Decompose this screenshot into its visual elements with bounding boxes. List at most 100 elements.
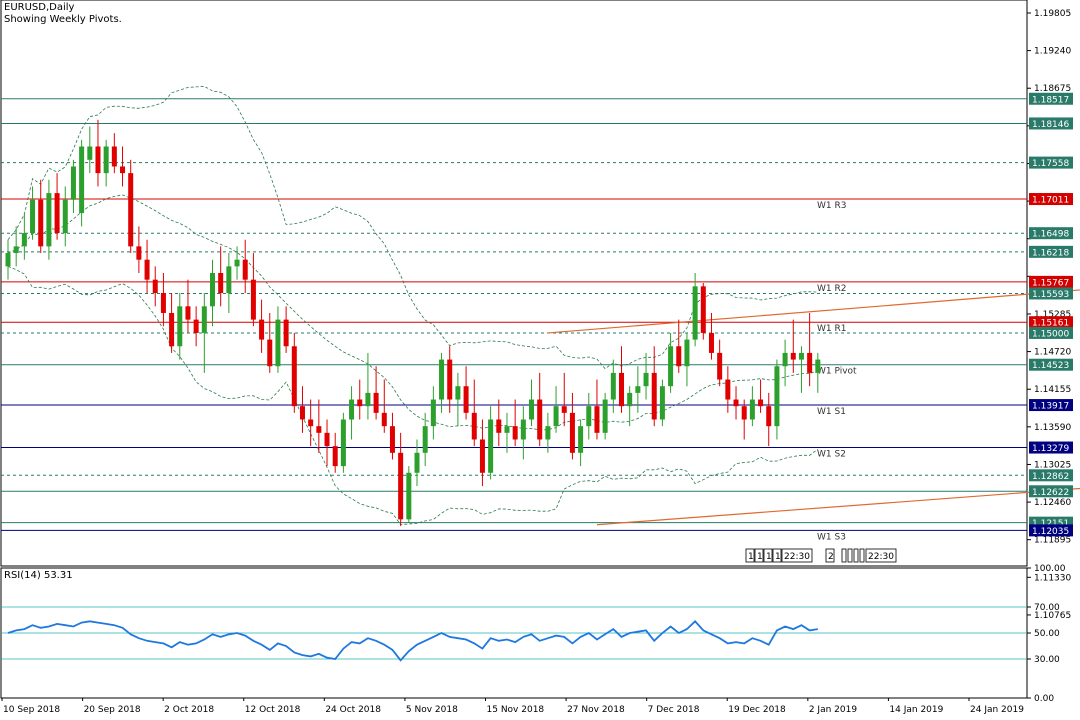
candle — [291, 332, 297, 413]
price-tag — [1029, 193, 1073, 206]
period-separator-label: 2 — [828, 552, 834, 562]
candle-body — [324, 432, 330, 447]
candle-body — [210, 273, 215, 307]
candle — [643, 352, 649, 400]
period-separator — [754, 548, 764, 563]
candle-body — [308, 419, 314, 427]
candle-body — [553, 406, 559, 427]
price-tag — [1029, 441, 1073, 454]
x-axis-label: 15 Nov 2018 — [487, 705, 545, 715]
period-separator — [781, 548, 813, 563]
candle-body — [160, 292, 166, 313]
candle — [561, 372, 567, 427]
candle — [504, 412, 510, 453]
candle-body — [545, 426, 551, 440]
candle — [62, 186, 68, 247]
candle — [578, 419, 584, 467]
price-tag-text: 1.13279 — [1032, 444, 1069, 454]
price-axis-label: 1.13590 — [1034, 423, 1071, 433]
price-tag — [1029, 485, 1073, 498]
candle — [635, 366, 641, 413]
candle-body — [602, 399, 608, 433]
candle — [798, 346, 804, 393]
candle — [676, 319, 682, 373]
price-tag-text: 1.17558 — [1032, 159, 1069, 169]
price-tag-text: 1.16218 — [1032, 248, 1069, 258]
candle — [512, 399, 518, 447]
price-tag-text: 1.15000 — [1032, 329, 1069, 339]
price-tag-text: 1.18146 — [1032, 120, 1069, 130]
candle-body — [488, 419, 494, 473]
candle — [201, 292, 207, 373]
price-tag-text: 1.12862 — [1032, 472, 1069, 482]
price-tag — [1029, 275, 1073, 288]
candle — [422, 412, 428, 467]
rsi-axis-label: 0.00 — [1034, 694, 1054, 704]
candle-body — [5, 253, 11, 267]
candle — [242, 239, 248, 293]
candle-body — [439, 359, 445, 400]
candle — [414, 439, 420, 487]
pivot-label: W1 S1 — [817, 407, 846, 417]
candle — [234, 246, 240, 280]
x-axis-label: 27 Nov 2018 — [567, 705, 625, 715]
period-separator — [859, 548, 865, 563]
candle — [463, 366, 469, 420]
candle-body — [389, 426, 395, 453]
candle — [152, 266, 158, 307]
candle — [365, 352, 371, 420]
price-axis-label: 1.18675 — [1034, 84, 1071, 94]
candle — [659, 379, 665, 427]
candle-body — [700, 286, 706, 333]
price-tag — [1029, 287, 1073, 300]
candle — [226, 253, 232, 313]
candle-body — [733, 399, 739, 407]
candle-body — [463, 386, 469, 413]
candle-body — [38, 199, 44, 247]
x-axis-label: 5 Nov 2018 — [406, 705, 458, 715]
price-tag-text: 1.18517 — [1032, 95, 1069, 105]
price-panel-frame — [0, 0, 1028, 567]
candle-body — [447, 359, 453, 400]
candle-body — [692, 286, 698, 340]
candle-body — [717, 352, 723, 380]
candle — [398, 432, 404, 527]
candle — [758, 379, 764, 413]
candle — [340, 412, 346, 473]
candle — [316, 399, 322, 453]
candle — [807, 312, 813, 387]
candle — [128, 159, 134, 254]
candle-body — [316, 426, 322, 433]
candle — [70, 159, 76, 214]
price-axis-label: 1.19240 — [1034, 47, 1071, 57]
candle-body — [610, 372, 616, 400]
price-axis-label: 1.14720 — [1034, 348, 1071, 358]
price-tag-text: 1.15161 — [1032, 319, 1069, 329]
price-axis-label: 1.12460 — [1034, 498, 1071, 508]
price-tag-text: 1.12035 — [1032, 527, 1069, 537]
price-tag-text: 1.13917 — [1032, 402, 1069, 412]
candle-body — [635, 386, 641, 393]
candle — [708, 312, 714, 360]
period-separator-label: 22:30 — [868, 552, 894, 562]
candle — [332, 432, 338, 473]
candle-body — [373, 392, 379, 413]
period-separator — [853, 548, 859, 563]
candle-body — [479, 439, 485, 473]
price-tag-text: 1.14523 — [1032, 361, 1069, 371]
candle-body — [741, 406, 747, 420]
candle-body — [455, 386, 461, 400]
candle-body — [676, 346, 682, 367]
candle — [357, 379, 363, 420]
period-separator — [847, 548, 853, 563]
candle-body — [708, 332, 714, 353]
candle-body — [193, 319, 199, 333]
candle — [619, 346, 624, 413]
candle — [381, 379, 387, 433]
candle-body — [798, 352, 804, 360]
candle — [586, 392, 592, 440]
candle-body — [659, 386, 665, 420]
candle — [815, 352, 821, 393]
candle — [38, 179, 44, 254]
